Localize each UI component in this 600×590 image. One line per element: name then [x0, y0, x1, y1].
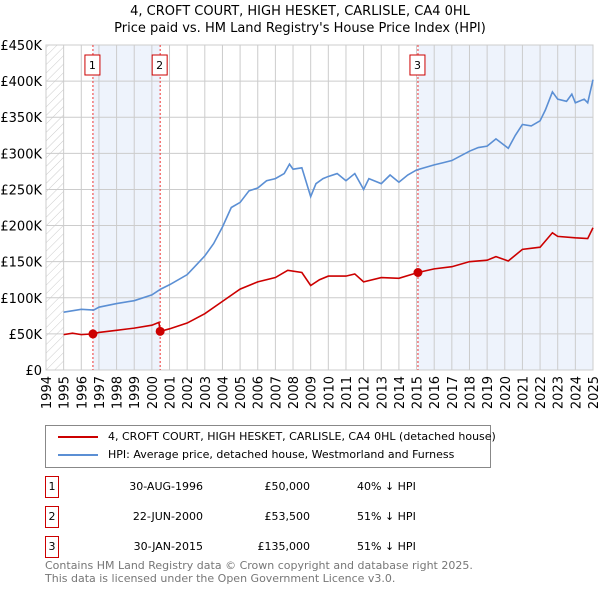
- footer: Contains HM Land Registry data © Crown c…: [45, 559, 473, 585]
- x-tick-label: 2009: [305, 376, 320, 409]
- sale-label: 1: [89, 59, 96, 72]
- footer-line: This data is licensed under the Open Gov…: [45, 572, 396, 585]
- sale-price: £53,500: [264, 510, 311, 523]
- sale-label-box: [409, 54, 426, 76]
- sale-number: 2: [45, 506, 59, 528]
- price-chart: £0 £50K £100K £150K £200K £250K £300K £350K £400…: [0, 39, 600, 409]
- hatched-region: [46, 45, 64, 370]
- sale-hpi: 40% ↓ HPI: [357, 480, 416, 493]
- sale-price: £50,000: [264, 480, 311, 493]
- x-tick-label: 1999: [128, 376, 143, 409]
- sale-hpi: 51% ↓ HPI: [357, 540, 416, 553]
- sale-point: [155, 326, 165, 336]
- y-tick-label: £100K: [0, 292, 42, 307]
- x-tick-label: 2013: [375, 376, 390, 409]
- plot-border: [45, 44, 594, 371]
- sale-label: 2: [156, 59, 163, 72]
- x-tick-label: 2018: [463, 376, 478, 409]
- x-tick-label: 1994: [40, 376, 55, 409]
- x-tick-label: 2010: [322, 376, 337, 409]
- legend: 4, CROFT COURT, HIGH HESKET, CARLISLE, C…: [45, 425, 496, 468]
- x-tick-label: 2023: [552, 376, 567, 409]
- x-tick-label: 1997: [93, 376, 108, 409]
- legend-label-hpi: HPI: Average price, detached house, West…: [108, 448, 455, 461]
- x-tick-label: 1996: [75, 376, 90, 409]
- y-tick-label: £450K: [0, 39, 42, 54]
- x-tick-label: 2024: [569, 376, 584, 409]
- sale-row: 2 22-JUN-2000 £53,500 51% ↓ HPI: [45, 506, 465, 528]
- x-tick-label: 2019: [481, 376, 496, 409]
- sale-number: 3: [45, 536, 59, 558]
- y-tick-label: £250K: [0, 183, 42, 198]
- x-tick-label: 2017: [446, 376, 461, 409]
- x-tick-label: 1998: [111, 376, 126, 409]
- x-tick-label: 2001: [164, 376, 179, 409]
- sale-price: £135,000: [257, 540, 311, 553]
- x-tick-label: 2016: [428, 376, 443, 409]
- sale-row: 1 30-AUG-1996 £50,000 40% ↓ HPI: [45, 476, 465, 498]
- sale-date: 22-JUN-2000: [132, 510, 203, 523]
- x-tick-label: 2005: [234, 376, 249, 409]
- y-tick-label: £350K: [0, 111, 42, 126]
- x-tick-label: 1995: [58, 376, 73, 409]
- x-tick-label: 2025: [587, 376, 600, 409]
- x-tick-label: 2000: [146, 376, 161, 409]
- chart-title: 4, CROFT COURT, HIGH HESKET, CARLISLE, C…: [130, 4, 470, 19]
- x-tick-label: 2007: [269, 376, 284, 409]
- legend-swatch-property: [58, 436, 98, 438]
- hpi-line: [63, 79, 594, 314]
- y-tick-label: £200K: [0, 220, 42, 235]
- chart-subtitle: Price paid vs. HM Land Registry's House …: [114, 21, 486, 36]
- x-tick-label: 2020: [499, 376, 514, 409]
- x-tick-label: 2004: [216, 376, 231, 409]
- legend-swatch-hpi: [58, 454, 98, 456]
- sale-date: 30-JAN-2015: [133, 540, 203, 553]
- x-tick-label: 2003: [199, 376, 214, 409]
- property-line: [63, 227, 594, 336]
- sale-row: 3 30-JAN-2015 £135,000 51% ↓ HPI: [45, 536, 465, 558]
- sale-label: 3: [414, 59, 421, 72]
- y-tick-label: £50K: [9, 328, 43, 343]
- x-tick-label: 2002: [181, 376, 196, 409]
- x-tick-label: 2021: [516, 376, 531, 409]
- x-tick-label: 2011: [340, 376, 355, 409]
- sale-label-box: [151, 54, 168, 76]
- sale-point: [88, 329, 98, 339]
- legend-label-property: 4, CROFT COURT, HIGH HESKET, CARLISLE, C…: [108, 430, 496, 443]
- y-tick-label: £400K: [0, 75, 42, 90]
- x-tick-label: 2006: [252, 376, 267, 409]
- y-tick-label: £150K: [0, 256, 42, 271]
- footer-line: Contains HM Land Registry data © Crown c…: [45, 559, 473, 572]
- sale-hpi: 51% ↓ HPI: [357, 510, 416, 523]
- x-tick-label: 2012: [358, 376, 373, 409]
- y-tick-label: £0: [25, 364, 42, 379]
- shaded-region: [92, 45, 161, 370]
- sale-label-box: [84, 54, 101, 76]
- sale-number: 1: [45, 476, 59, 498]
- shaded-region: [417, 45, 593, 370]
- y-tick-label: £300K: [0, 147, 42, 162]
- sale-date: 30-AUG-1996: [129, 480, 203, 493]
- x-tick-label: 2022: [534, 376, 549, 409]
- x-tick-label: 2015: [411, 376, 426, 409]
- sale-point: [413, 268, 423, 277]
- x-tick-label: 2014: [393, 376, 408, 409]
- x-tick-label: 2008: [287, 376, 302, 409]
